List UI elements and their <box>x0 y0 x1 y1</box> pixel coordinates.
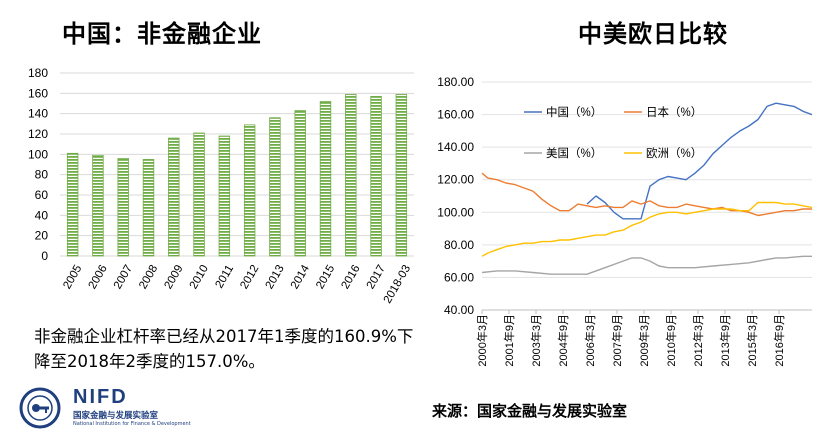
right-chart-title: 中美欧日比较 <box>578 20 728 48</box>
bar-x-tick-label: 2010 <box>188 263 211 291</box>
bar-x-tick-label: 2015 <box>314 263 337 291</box>
bar-y-tick-label: 80 <box>35 168 49 182</box>
line-x-tick-label: 2000年3月 <box>475 314 489 367</box>
bar-y-tick-label: 160 <box>28 86 48 100</box>
bar-x-tick-label: 2014 <box>289 263 312 292</box>
bar-x-tick-label: 2007 <box>112 263 135 291</box>
chart-caption: 非金融企业杠杆率已经从2017年1季度的160.9%下降至2018年2季度的15… <box>34 327 414 371</box>
logo-wordmark: NIFD <box>73 386 128 408</box>
line-y-tick-label: 160.00 <box>437 108 474 122</box>
series-line <box>586 102 813 220</box>
bar-x-tick-label: 2016 <box>339 263 362 291</box>
bar-y-tick-label: 60 <box>35 188 49 202</box>
legend-label: 欧洲（%） <box>646 147 702 160</box>
bar <box>269 117 281 257</box>
nifd-emblem-icon <box>19 387 61 429</box>
legend-label: 日本（%） <box>646 105 702 119</box>
bar-y-tick-label: 40 <box>35 208 49 222</box>
series-line <box>481 255 812 275</box>
bar <box>193 132 205 257</box>
line-x-tick-label: 2004年9月 <box>556 314 570 367</box>
series-line <box>481 172 812 217</box>
bar-x-tick-label: 2012 <box>238 263 261 291</box>
line-x-tick-label: 2013年9月 <box>718 314 732 367</box>
bar <box>345 93 357 257</box>
bar-y-tick-label: 20 <box>35 229 49 243</box>
line-x-tick-label: 2001年9月 <box>502 314 516 367</box>
bar <box>370 95 382 257</box>
bar <box>142 159 155 257</box>
bar-x-tick-label: 2013 <box>264 263 287 291</box>
nifd-logo: NIFD 国家金融与发展实验室 National Institution for… <box>18 386 208 430</box>
line-x-tick-label: 2003年3月 <box>529 314 543 367</box>
logo-name-en: National Institution for Finance & Devel… <box>73 421 191 427</box>
line-y-tick-label: 60.00 <box>444 270 474 284</box>
bar-x-tick-label: 2006 <box>87 263 110 291</box>
line-y-tick-label: 40.00 <box>444 303 474 317</box>
line-x-tick-label: 2006年3月 <box>583 314 597 367</box>
bar <box>218 135 231 257</box>
bar-x-tick-label: 2011 <box>213 263 236 290</box>
line-x-tick-label: 2010年9月 <box>664 314 678 367</box>
line-chart: 40.00 60.00 80.00 100.00 120.00 140.00 160.00 1… <box>437 75 813 367</box>
line-x-tick-label: 2007年9月 <box>610 314 624 367</box>
bar <box>168 137 180 257</box>
line-y-tick-label: 140.00 <box>437 140 474 154</box>
bar-y-tick-label: 100 <box>28 147 48 161</box>
bar <box>395 93 408 257</box>
logo-name-cn: 国家金融与发展实验室 <box>73 411 159 421</box>
line-y-tick-label: 120.00 <box>437 173 474 187</box>
series-line <box>481 201 813 257</box>
line-y-tick-label: 80.00 <box>444 238 474 252</box>
line-y-tick-label: 100.00 <box>437 205 474 219</box>
bar <box>294 110 306 257</box>
legend-label: 中国（%） <box>546 106 602 119</box>
bar-x-tick-label: 2005 <box>61 263 84 291</box>
source-note: 来源：国家金融与发展实验室 <box>432 402 628 420</box>
line-x-tick-label: 2015年3月 <box>745 314 759 367</box>
left-chart-title: 中国：非金融企业 <box>62 20 262 48</box>
bar <box>66 152 79 257</box>
bar-x-tick-label: 2008 <box>137 263 160 291</box>
line-y-tick-label: 180.00 <box>437 75 474 89</box>
line-x-tick-label: 2009年3月 <box>637 314 651 367</box>
bar <box>92 154 104 257</box>
bar <box>319 101 332 257</box>
bar-y-tick-label: 140 <box>28 107 48 121</box>
line-x-tick-label: 2016年9月 <box>772 314 786 367</box>
bar-x-tick-label: 2017 <box>365 263 388 291</box>
bar-y-tick-label: 120 <box>28 127 48 141</box>
bar-y-tick-label: 0 <box>41 249 48 263</box>
bar-chart: 0 20 40 60 80 100 120 140 160 180 2005 2006 2007 2008… <box>28 66 414 306</box>
bar <box>243 124 256 257</box>
bar <box>117 158 129 257</box>
bar-y-tick-label: 180 <box>28 66 48 80</box>
bar-x-tick-label: 2009 <box>162 263 185 291</box>
legend-label: 美国（%） <box>546 146 602 160</box>
line-x-tick-label: 2012年3月 <box>691 314 705 367</box>
